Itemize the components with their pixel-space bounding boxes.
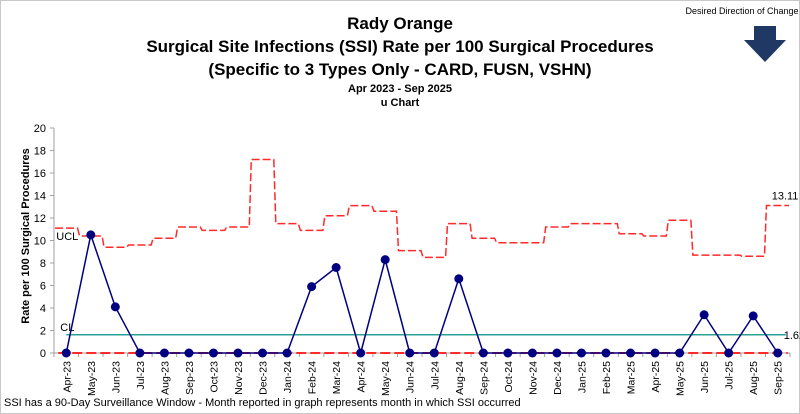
x-tick-label: Feb-24 bbox=[307, 361, 319, 394]
footnote: SSI has a 90-Day Surveillance Window - M… bbox=[4, 397, 521, 409]
chart-type-label: u Chart bbox=[380, 97, 420, 109]
x-tick-label: Jan-24 bbox=[282, 361, 294, 393]
rate-point bbox=[233, 348, 243, 358]
rate-point bbox=[61, 348, 71, 358]
x-tick-label: Apr-23 bbox=[61, 361, 73, 393]
rate-point bbox=[159, 348, 169, 358]
x-tick-label: May-25 bbox=[675, 361, 687, 396]
y-tick-label: 10 bbox=[34, 236, 46, 248]
y-tick-label: 12 bbox=[34, 213, 46, 225]
rate-point bbox=[307, 282, 317, 292]
x-tick-label: Oct-24 bbox=[503, 361, 515, 393]
x-tick-label: Nov-24 bbox=[527, 361, 539, 395]
rate-point bbox=[405, 348, 415, 358]
rate-point bbox=[331, 263, 341, 272]
x-tick-label: Sep-24 bbox=[478, 361, 490, 395]
desired-direction-label: Desired Direction of Change bbox=[685, 6, 799, 16]
rate-point bbox=[773, 348, 783, 358]
rate-point bbox=[503, 348, 513, 358]
y-tick-label: 4 bbox=[40, 303, 46, 315]
x-tick-label: Apr-25 bbox=[650, 361, 662, 393]
rate-point bbox=[601, 348, 611, 358]
rate-point bbox=[258, 348, 268, 358]
y-tick-label: 8 bbox=[40, 258, 46, 270]
rate-point bbox=[356, 348, 366, 358]
y-tick-label: 20 bbox=[34, 123, 46, 135]
ucl-label: UCL bbox=[56, 231, 78, 243]
x-tick-label: Aug-24 bbox=[454, 361, 466, 395]
x-tick-label: Mar-25 bbox=[626, 361, 638, 394]
rate-point bbox=[675, 348, 685, 358]
x-tick-label: May-24 bbox=[380, 361, 392, 396]
x-tick-label: Jan-25 bbox=[576, 361, 588, 393]
rate-point bbox=[699, 310, 709, 320]
x-tick-label: Jul-24 bbox=[429, 361, 441, 390]
x-tick-label: Aug-23 bbox=[159, 361, 171, 395]
ucl-end-value: 13.11 bbox=[772, 191, 799, 203]
rate-point bbox=[184, 348, 194, 358]
rate-point bbox=[208, 348, 218, 358]
chart-title: Rady Orange bbox=[347, 14, 453, 33]
rate-point bbox=[650, 348, 660, 358]
rate-point bbox=[724, 348, 734, 358]
x-tick-label: Jun-24 bbox=[405, 361, 417, 393]
rate-point bbox=[380, 255, 390, 265]
y-tick-label: 0 bbox=[40, 348, 46, 360]
y-tick-label: 18 bbox=[34, 146, 46, 158]
cl-end-value: 1.62 bbox=[784, 330, 800, 342]
rate-point bbox=[527, 348, 537, 358]
rate-point bbox=[576, 348, 586, 358]
x-tick-label: Jun-23 bbox=[110, 361, 122, 393]
chart-subtitle-types: (Specific to 3 Types Only - CARD, FUSN, … bbox=[208, 60, 592, 79]
x-tick-label: Apr-24 bbox=[356, 361, 368, 393]
x-tick-label: Dec-24 bbox=[552, 361, 564, 395]
date-range: Apr 2023 - Sep 2025 bbox=[348, 83, 452, 95]
x-tick-label: Feb-25 bbox=[601, 361, 613, 394]
x-tick-label: Dec-23 bbox=[258, 361, 270, 395]
x-tick-label: Sep-23 bbox=[184, 361, 196, 395]
x-tick-label: Oct-23 bbox=[208, 361, 220, 393]
x-tick-label: Jun-25 bbox=[699, 361, 711, 393]
rate-point bbox=[282, 348, 292, 358]
y-tick-label: 6 bbox=[40, 281, 46, 293]
y-tick-label: 2 bbox=[40, 326, 46, 338]
x-tick-label: Sep-25 bbox=[773, 361, 785, 395]
ucl-line bbox=[55, 158, 789, 259]
x-tick-label: Nov-23 bbox=[233, 361, 245, 395]
x-tick-label: Jul-25 bbox=[724, 361, 736, 390]
rate-point bbox=[110, 302, 120, 312]
x-tick-label: May-23 bbox=[86, 361, 98, 396]
y-tick-label: 14 bbox=[34, 191, 46, 203]
chart-subtitle: Surgical Site Infections (SSI) Rate per … bbox=[146, 37, 654, 56]
rate-point bbox=[429, 348, 439, 358]
rate-point bbox=[454, 274, 464, 284]
x-tick-label: Aug-25 bbox=[748, 361, 760, 395]
y-tick-label: 16 bbox=[34, 168, 46, 180]
rate-point bbox=[135, 348, 145, 358]
rate-point bbox=[552, 348, 562, 358]
rate-point bbox=[626, 348, 636, 358]
x-tick-label: Jul-23 bbox=[135, 361, 147, 390]
down-arrow-icon bbox=[744, 26, 786, 62]
rate-point bbox=[86, 230, 96, 240]
x-tick-label: Mar-24 bbox=[331, 361, 343, 394]
rate-point bbox=[478, 348, 488, 358]
rate-point bbox=[748, 311, 758, 321]
